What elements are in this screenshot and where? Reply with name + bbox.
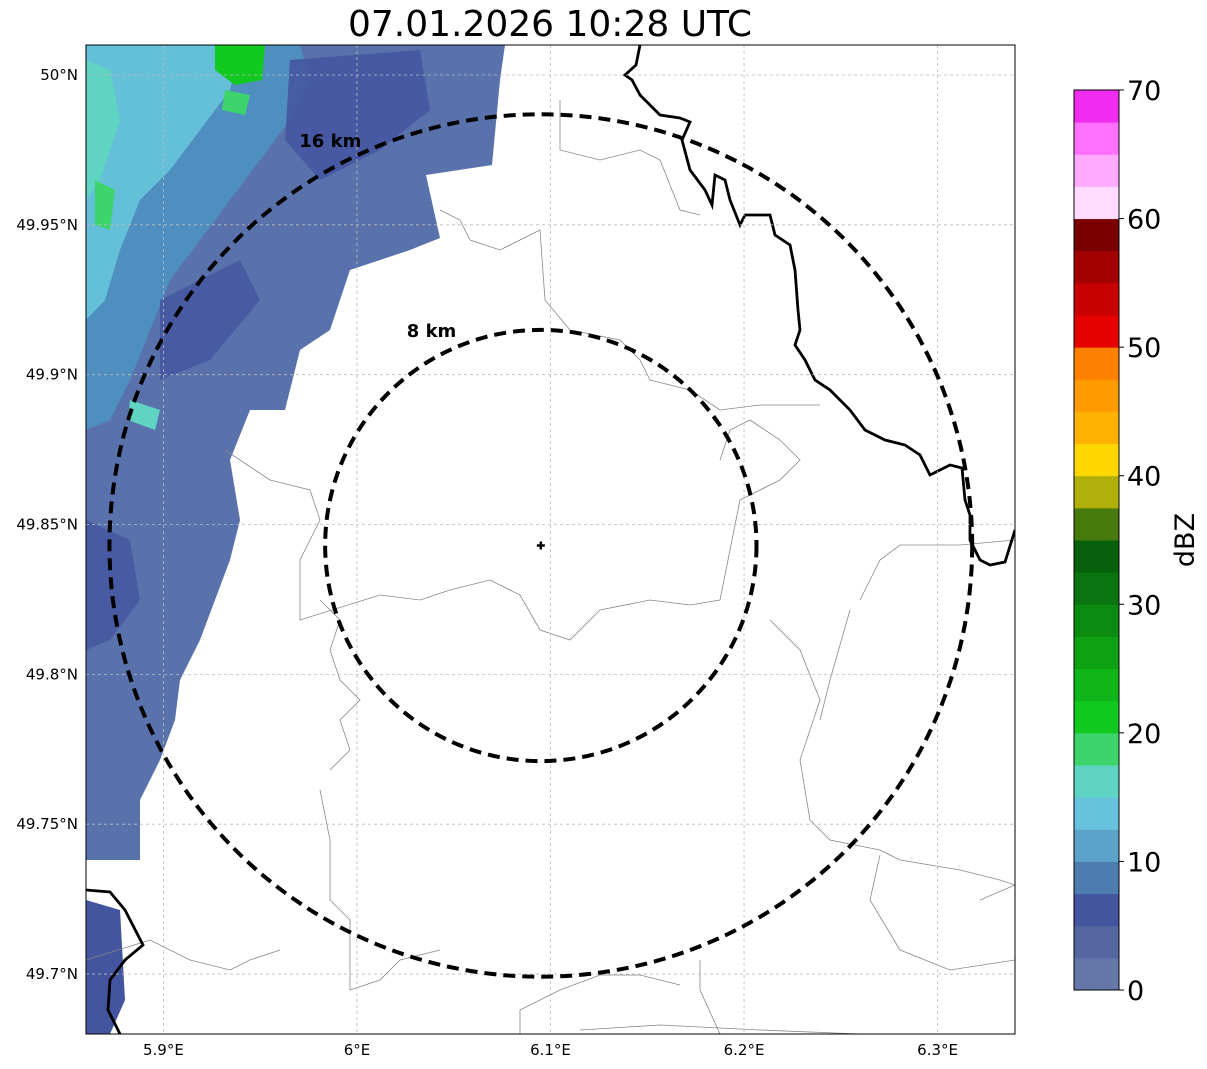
colorbar-tick-label: 0 xyxy=(1127,976,1144,1007)
lon-tick-label: 6.2°E xyxy=(724,1041,765,1059)
lon-tick-label: 6.3°E xyxy=(917,1041,958,1059)
radar-site-marker xyxy=(536,541,545,550)
colorbar-tick-label: 30 xyxy=(1127,590,1161,621)
colorbar-segment xyxy=(1074,604,1119,637)
lon-tick-label: 6.1°E xyxy=(530,1041,571,1059)
colorbar-segment xyxy=(1074,90,1119,123)
colorbar-segment xyxy=(1074,829,1119,862)
colorbar-tick-label: 40 xyxy=(1127,462,1161,493)
colorbar-segment xyxy=(1074,861,1119,895)
colorbar-segment xyxy=(1074,957,1119,991)
colorbar-segment xyxy=(1074,282,1119,316)
colorbar-segment xyxy=(1074,765,1119,798)
colorbar-segment xyxy=(1074,475,1119,509)
colorbar-segment xyxy=(1074,347,1119,380)
graticule xyxy=(86,45,1015,1034)
lon-tick-label: 6°E xyxy=(344,1041,371,1059)
colorbar-segment xyxy=(1074,925,1119,959)
lat-tick-label: 49.95°N xyxy=(16,216,78,234)
colorbar-segment xyxy=(1074,636,1119,670)
map-frame xyxy=(85,44,1016,1035)
colorbar-tick-label: 60 xyxy=(1127,205,1161,236)
colorbar-segment xyxy=(1074,315,1119,348)
admin-boundaries xyxy=(86,100,1015,1034)
range-ring-8km xyxy=(323,327,759,764)
ring-label-16km: 16 km xyxy=(299,131,361,152)
colorbar-frame xyxy=(1073,89,1120,991)
colorbar: 0 10 20 30 40 50 60 70 dBZ xyxy=(1073,76,1201,1007)
colorbar-tick-label: 70 xyxy=(1127,76,1161,107)
lat-tick-label: 49.8°N xyxy=(26,665,78,683)
colorbar-segment xyxy=(1074,893,1119,927)
colorbar-segment xyxy=(1074,540,1119,573)
colorbar-segment xyxy=(1074,186,1119,220)
colorbar-segment xyxy=(1074,122,1119,155)
colorbar-tick-label: 50 xyxy=(1127,333,1161,364)
colorbar-segment xyxy=(1074,250,1119,284)
colorbar-segment xyxy=(1074,572,1119,605)
radar-reflectivity-echoes xyxy=(86,45,505,1034)
lat-tick-label: 50°N xyxy=(40,66,78,84)
colorbar-segment xyxy=(1074,732,1119,766)
lat-tick-label: 49.7°N xyxy=(26,965,78,983)
colorbar-segment xyxy=(1074,411,1119,445)
lat-tick-label: 49.85°N xyxy=(16,516,78,534)
colorbar-segment xyxy=(1074,700,1119,734)
range-rings xyxy=(107,112,975,979)
colorbar-tick-label: 10 xyxy=(1127,847,1161,878)
lat-tick-label: 49.75°N xyxy=(16,815,78,833)
colorbar-segment xyxy=(1074,668,1119,702)
colorbar-segment xyxy=(1074,797,1119,830)
lon-tick-label: 5.9°E xyxy=(143,1041,184,1059)
range-ring-16km xyxy=(107,112,975,979)
colorbar-segment xyxy=(1074,507,1119,541)
national-border xyxy=(86,45,1015,1034)
colorbar-tick-label: 20 xyxy=(1127,719,1161,750)
lat-tick-label: 49.9°N xyxy=(26,366,78,384)
colorbar-segment xyxy=(1074,154,1119,187)
colorbar-segment xyxy=(1074,379,1119,412)
ring-label-8km: 8 km xyxy=(407,321,457,342)
colorbar-segment xyxy=(1074,218,1119,252)
colorbar-title: dBZ xyxy=(1170,513,1201,567)
colorbar-segment xyxy=(1074,443,1119,477)
map-title: 07.01.2026 10:28 UTC xyxy=(347,4,753,45)
